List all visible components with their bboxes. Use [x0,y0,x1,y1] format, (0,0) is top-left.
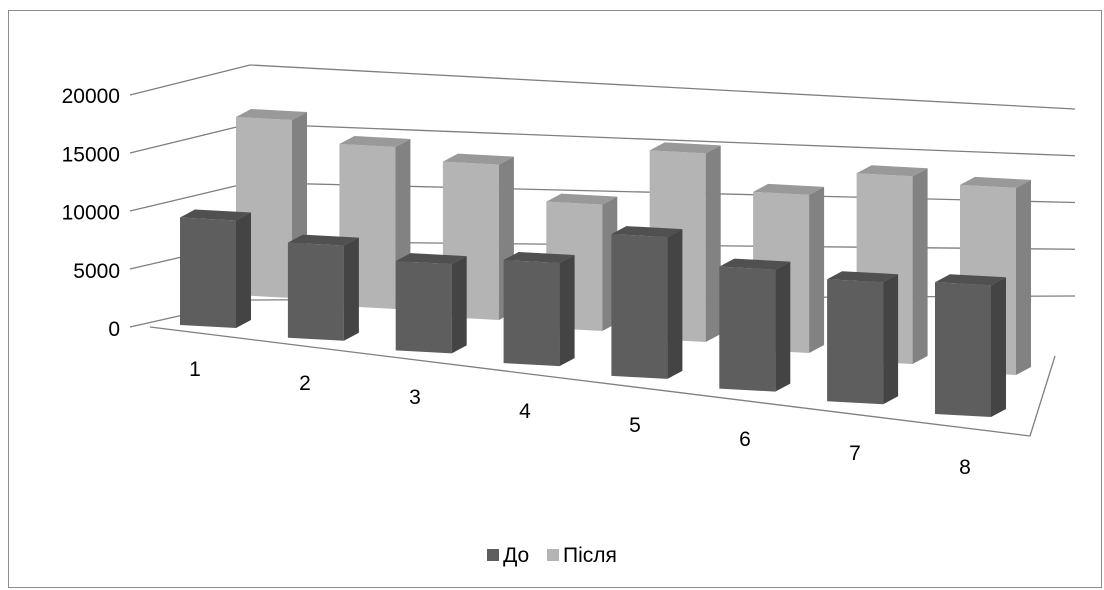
gridline-20000 [249,64,1076,110]
bar-top-do-1 [180,209,251,221]
bar-top-pislia-5 [649,142,721,154]
bar-top-pislia-4 [546,193,618,205]
bar-side-pislia-8 [1016,179,1031,375]
bar-side-do-3 [451,256,467,354]
x-tick-label-6: 6 [739,428,751,451]
legend-item-pislia: Після [547,544,617,568]
gridline-side-15000 [129,123,251,154]
bar-top-do-7 [827,271,899,283]
bar-side-do-6 [775,261,791,392]
bar-do-3 [395,261,452,354]
bar-do-1 [180,217,236,328]
bar-do-2 [287,242,344,341]
gridline-side-20000 [129,64,251,96]
bar-side-pislia-6 [809,186,825,353]
bar-side-do-5 [667,229,683,379]
bar-do-5 [611,234,668,379]
y-tick-label-5000: 5000 [73,260,120,283]
floor-right-edge [1029,355,1056,437]
x-tick-label-4: 4 [519,400,531,423]
bar-side-do-7 [883,274,899,405]
bar-do-4 [503,260,560,367]
x-tick-label-7: 7 [849,442,861,465]
gridline-15000 [249,123,1076,157]
bar-side-do-2 [343,237,359,341]
bar-top-pislia-6 [753,183,825,195]
legend-label-do: До [503,544,530,567]
bar-top-pislia-8 [960,176,1031,188]
legend-item-do: До [487,544,529,568]
bar-side-do-4 [559,255,575,367]
bar-top-do-2 [287,234,359,246]
legend: До Після [0,544,1104,568]
y-tick-label-10000: 10000 [62,202,120,225]
bar-top-pislia-2 [339,136,411,147]
bar-do-8 [935,282,991,417]
bar-top-pislia-7 [856,165,928,177]
y-tick-label-0: 0 [108,318,120,341]
x-tick-label-5: 5 [629,414,641,437]
bar-top-do-5 [611,226,683,238]
bar-side-do-8 [991,277,1006,417]
bar-top-pislia-3 [442,153,514,165]
bar-top-pislia-1 [236,109,307,120]
bar-do-6 [719,266,776,392]
y-tick-label-20000: 20000 [62,85,120,108]
bar-side-pislia-7 [912,168,928,364]
bar-side-do-1 [236,212,251,328]
legend-label-pislia: Після [563,544,617,567]
bar-top-do-3 [395,253,467,265]
legend-swatch-do [487,549,500,561]
bar-top-do-8 [935,274,1006,286]
bar-side-pislia-5 [705,145,721,342]
gridline-side-10000 [129,181,251,212]
x-tick-label-1: 1 [189,358,201,381]
bar-top-do-4 [503,252,575,263]
legend-swatch-pislia [547,549,560,561]
x-tick-label-3: 3 [409,386,421,409]
bar-top-do-6 [719,258,791,270]
y-tick-label-15000: 15000 [62,143,120,166]
x-tick-label-8: 8 [959,456,971,479]
floor-front-edge [149,326,1031,437]
bar-do-7 [827,279,884,405]
x-tick-label-2: 2 [299,372,311,395]
